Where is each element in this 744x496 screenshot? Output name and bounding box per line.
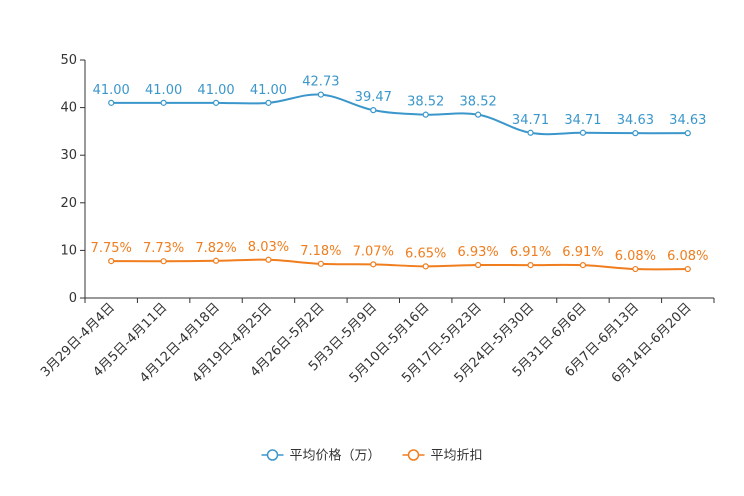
series-line <box>111 93 688 136</box>
data-point <box>422 263 429 270</box>
data-point <box>317 91 324 98</box>
data-label: 38.52 <box>407 95 444 110</box>
series-area: 41.00 41.00 41.00 41.00 42.73 39.47 38.52 38.52… <box>91 75 708 273</box>
data-point <box>370 261 377 268</box>
data-label: 8.03% <box>248 240 289 255</box>
data-point <box>265 99 272 106</box>
y-tick-label: 20 <box>60 196 77 211</box>
data-point <box>632 265 639 273</box>
legend: 平均价格（万） 平均折扣 <box>261 448 483 464</box>
data-point <box>475 261 482 269</box>
data-point <box>212 99 220 106</box>
y-tick-label: 50 <box>60 53 77 68</box>
data-label: 42.73 <box>302 75 339 90</box>
series-2: 7.75% 7.73% 7.82% 8.03% 7.18% 7.07% 6.65% 6.93%… <box>91 240 708 273</box>
data-label: 7.75% <box>91 241 132 256</box>
data-label: 6.08% <box>615 249 656 264</box>
data-label: 38.52 <box>460 95 497 110</box>
data-point <box>317 260 324 267</box>
data-point <box>422 111 429 118</box>
legend-label: 平均价格（万） <box>290 448 381 464</box>
data-label: 34.63 <box>617 113 654 128</box>
data-point <box>579 129 587 136</box>
data-label: 39.47 <box>355 90 392 105</box>
data-label: 34.71 <box>512 113 549 128</box>
data-label: 7.07% <box>353 244 394 259</box>
data-point <box>684 130 691 137</box>
legend-item-2: 平均折扣 <box>402 449 483 464</box>
data-label: 7.73% <box>143 241 184 256</box>
legend-marker-icon <box>266 449 279 461</box>
legend-marker-icon <box>407 449 420 461</box>
y-tick-label: 40 <box>60 101 77 116</box>
data-label: 6.65% <box>405 246 446 261</box>
data-label: 6.91% <box>562 245 603 260</box>
data-label: 7.18% <box>300 244 341 259</box>
data-label: 34.71 <box>564 113 601 128</box>
data-label: 6.93% <box>457 245 498 260</box>
data-point <box>579 262 587 269</box>
data-label: 34.63 <box>669 113 706 128</box>
data-point <box>212 257 220 264</box>
data-point <box>527 129 534 136</box>
legend-label: 平均折扣 <box>431 449 483 464</box>
data-point <box>160 99 167 106</box>
y-tick-label: 30 <box>60 148 77 163</box>
data-point <box>265 256 272 263</box>
series-1: 41.00 41.00 41.00 41.00 42.73 39.47 38.52 38.52… <box>93 75 706 137</box>
data-label: 41.00 <box>250 83 287 98</box>
data-label: 6.08% <box>667 249 708 264</box>
data-point <box>684 265 691 273</box>
data-point <box>108 258 115 265</box>
series-line <box>111 258 688 271</box>
data-label: 41.00 <box>197 83 234 98</box>
data-point <box>475 111 482 118</box>
data-label: 41.00 <box>145 83 182 98</box>
data-point <box>160 258 167 265</box>
data-label: 7.82% <box>195 241 236 256</box>
data-point <box>108 99 115 106</box>
data-label: 6.91% <box>510 245 551 260</box>
legend-item-1: 平均价格（万） <box>261 448 381 464</box>
y-tick-label: 10 <box>60 243 77 258</box>
data-point <box>370 107 377 114</box>
data-point <box>632 130 639 137</box>
data-label: 41.00 <box>93 83 130 98</box>
data-point <box>527 262 534 269</box>
y-tick-label: 0 <box>69 291 77 306</box>
